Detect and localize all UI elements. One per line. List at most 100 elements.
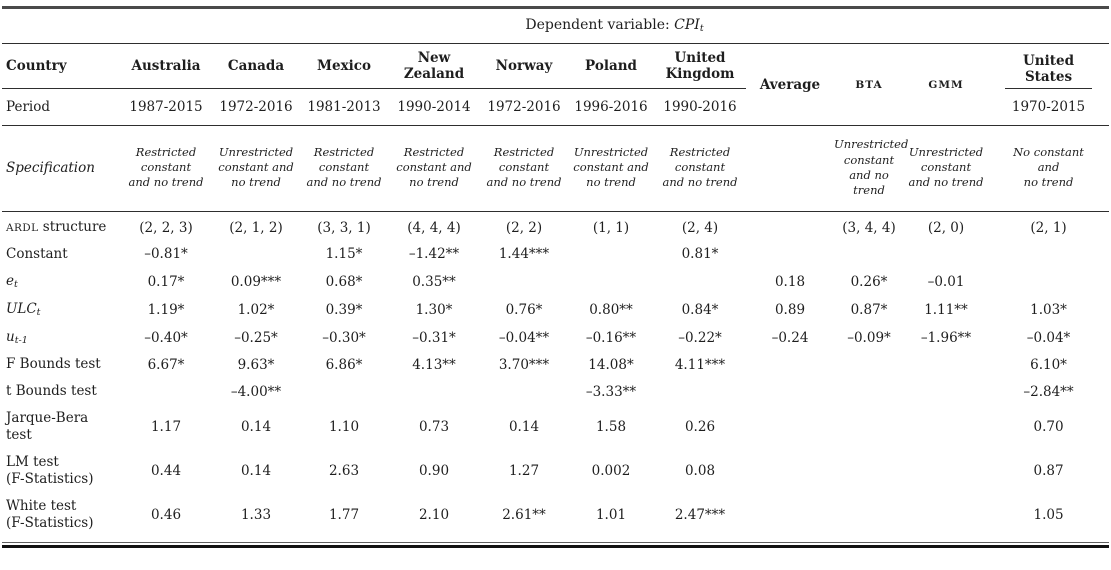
period-cell: 1987-2015: [120, 88, 212, 127]
specification-cell: Restricted constant and no trend: [480, 125, 568, 213]
value-cell: 9.63*: [237, 356, 275, 373]
value-cell: 0.90: [418, 462, 450, 479]
country-row: Country Australia Canada Mexico New Zeal…: [2, 43, 1109, 127]
value-cell: 2.10: [418, 506, 450, 523]
text-part: t: [14, 278, 18, 290]
table-row-f-bounds-test: F Bounds test 6.67* 9.63* 6.86* 4.13** 3.70**…: [2, 351, 1109, 378]
value-cell: –0.24: [771, 329, 809, 346]
value-cell: [746, 405, 834, 449]
value-cell: [300, 378, 388, 405]
value-cell: 6.67*: [147, 356, 185, 373]
text-part: ULC: [6, 300, 37, 317]
value-cell: 0.70: [1033, 419, 1064, 436]
table-row-u-t-1: ut-1 –0.40* –0.25* –0.30* –0.31* –0.04** –0.16…: [2, 324, 1109, 352]
value-cell: 0.81*: [681, 246, 719, 263]
value-cell: 4.13**: [412, 356, 456, 373]
value-cell: [904, 449, 988, 493]
value-cell: [834, 449, 904, 493]
value-cell: 0.26: [684, 419, 716, 436]
value-cell: [568, 241, 654, 268]
period-cell: 1972-2016: [480, 88, 568, 127]
value-cell: –0.25*: [234, 329, 278, 346]
value-cell: (2, 4): [681, 219, 719, 236]
text-part: t Bounds test: [6, 383, 97, 400]
value-cell: 1.02*: [237, 301, 275, 318]
value-cell: 6.86*: [325, 356, 363, 373]
value-cell: 0.44: [150, 462, 182, 479]
value-cell: 6.10*: [1030, 356, 1067, 373]
value-cell: –0.81*: [144, 246, 188, 263]
value-cell: 1.30*: [415, 301, 453, 318]
value-cell: 0.08: [684, 462, 716, 479]
value-cell: (3, 4, 4): [842, 219, 896, 236]
value-cell: 0.14: [508, 419, 540, 436]
value-cell: 1.58: [595, 419, 627, 436]
value-cell: 1.77: [328, 506, 360, 523]
row-label-jarque-bera-test: Jarque-Bera test: [2, 405, 120, 449]
period-cell: 1990-2016: [654, 88, 746, 127]
table-row-lm-test: LM test (F-Statistics) 0.44 0.14 2.63 0.90 1.…: [2, 449, 1109, 493]
value-cell: –0.04*: [1026, 329, 1071, 346]
value-cell: 1.27: [508, 462, 540, 479]
value-cell: [834, 351, 904, 378]
value-cell: 0.84*: [681, 301, 719, 318]
value-cell: 4.11***: [674, 356, 726, 373]
value-cell: 0.002: [591, 462, 631, 479]
text-part: ARDL: [6, 222, 39, 235]
table-header: Dependent variable: CPIt Country Austral…: [2, 7, 1110, 213]
text-part: structure: [38, 219, 107, 236]
value-cell: [746, 493, 834, 543]
value-cell: [904, 493, 988, 543]
value-cell: 14.08*: [588, 356, 634, 373]
value-cell: 3.70***: [498, 356, 550, 373]
text-part: CPI: [674, 17, 700, 33]
period-row-label: Period: [2, 88, 120, 127]
table-row-ardl-structure: ARDL structure (2, 2, 3) (2, 1, 2) (3, 3, 1…: [2, 212, 1109, 241]
column-header-gmm: GMM: [904, 43, 988, 127]
table-row-ulc-t: ULCt 1.19* 1.02* 0.39* 1.30* 0.76* 0.80** 0.84*…: [2, 296, 1109, 324]
country-header-norway: Norway: [480, 43, 568, 90]
value-cell: [746, 378, 834, 405]
value-cell: 0.80**: [589, 301, 633, 318]
value-cell: (2, 0): [927, 219, 965, 236]
value-cell: [480, 268, 568, 296]
specification-cell: Restricted constant and no trend: [654, 125, 746, 213]
value-cell: 0.39*: [325, 301, 363, 318]
value-cell: 0.73: [418, 419, 450, 436]
value-cell: –1.96**: [920, 329, 972, 346]
value-cell: [746, 241, 834, 268]
table-row-jarque-bera-test: Jarque-Bera test 1.17 0.14 1.10 0.73 0.14 1.58…: [2, 405, 1109, 449]
value-cell: 0.18: [774, 273, 806, 290]
value-cell: 0.46: [150, 506, 182, 523]
country-header-united-states: United States: [988, 44, 1109, 89]
specification-cell: Restricted constant and no trend: [120, 125, 212, 213]
value-cell: 0.68*: [325, 273, 363, 290]
value-cell: –0.16**: [585, 329, 637, 346]
table-row-e-t: et 0.17* 0.09*** 0.68* 0.35** 0.18 0.26* –0.01: [2, 268, 1109, 296]
country-header-united-kingdom: United Kingdom: [654, 43, 746, 90]
value-cell: 0.26*: [850, 273, 888, 290]
results-table: Dependent variable: CPIt Country Austral…: [2, 6, 1110, 543]
specification-cell: [746, 125, 834, 213]
value-cell: –3.33**: [585, 383, 637, 400]
value-cell: 0.14: [240, 462, 272, 479]
country-header-mexico: Mexico: [300, 43, 388, 90]
text-part: t: [36, 306, 41, 318]
country-header-australia: Australia: [120, 43, 212, 90]
specification-cell: No constant and no trend: [988, 125, 1110, 213]
period-cell: 1981-2013: [300, 88, 388, 127]
row-label-lm-test: LM test (F-Statistics): [2, 449, 120, 493]
text-part: LM test (F-Statistics): [6, 453, 94, 487]
value-cell: [988, 241, 1109, 268]
value-cell: [568, 268, 654, 296]
empty-corner-cell: [2, 7, 120, 44]
text-part: White test (F-Statistics): [6, 497, 94, 531]
value-cell: 0.09***: [230, 273, 282, 290]
value-cell: 1.19*: [147, 301, 185, 318]
value-cell: [654, 378, 746, 405]
value-cell: [904, 351, 988, 378]
specification-cell: Unrestricted constant and no trend: [904, 125, 988, 213]
text-part: u: [6, 328, 15, 345]
value-cell: (1, 1): [592, 219, 630, 236]
